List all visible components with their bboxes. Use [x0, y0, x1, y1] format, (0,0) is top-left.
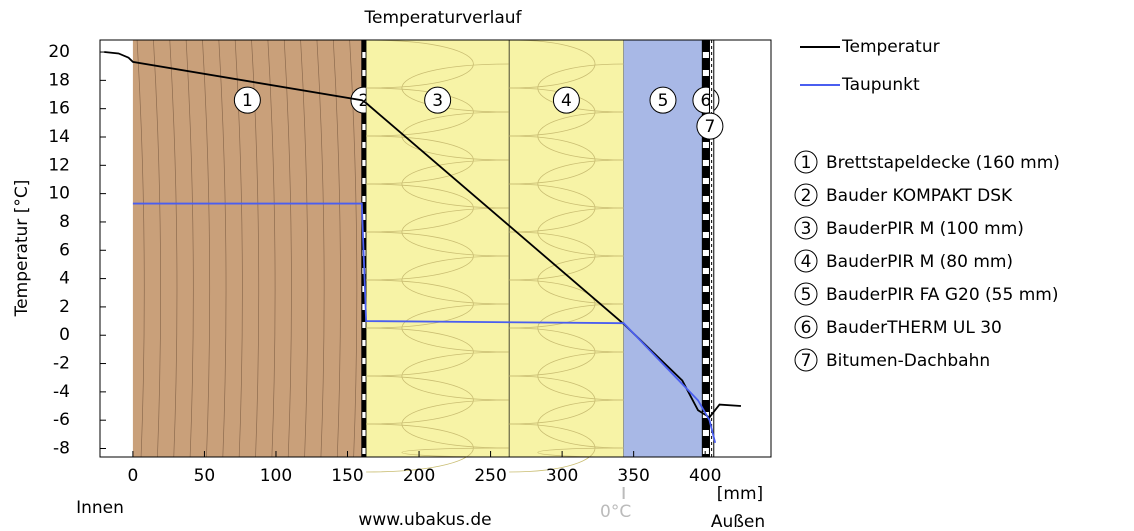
insulation-pattern [366, 327, 510, 401]
legend-badge [794, 282, 818, 306]
legend-badge [794, 150, 818, 174]
y-tick-label: 0 [59, 325, 70, 345]
legend-number: 3 [801, 219, 812, 239]
y-tick-label: 12 [48, 155, 70, 175]
insulation-pattern [509, 183, 624, 257]
wood-grain [169, 39, 178, 458]
insulation-pattern [509, 375, 624, 449]
layer-badge [552, 86, 580, 114]
legend-layer-name: BauderTHERM UL 30 [826, 318, 1002, 338]
y-tick-label: 2 [59, 297, 70, 317]
layer-number: 4 [561, 91, 572, 111]
outside-label: Außen [711, 512, 765, 531]
x-tick-label: 200 [403, 466, 435, 486]
y-tick-label: 16 [48, 99, 70, 119]
series-line [132, 202, 717, 444]
insulation-pattern [366, 87, 510, 161]
insulation-pattern [366, 375, 510, 449]
insulation-pattern [366, 231, 510, 305]
x-tick-label: 350 [617, 466, 649, 486]
legend-badge [794, 315, 818, 339]
wood-grain [283, 39, 292, 458]
legend-number: 4 [801, 252, 812, 272]
layer-number: 7 [704, 117, 715, 137]
insulation-pattern [366, 279, 510, 353]
x-tick-label: 50 [194, 466, 216, 486]
chart-title: Temperaturverlauf [363, 8, 522, 28]
wood-grain [136, 39, 145, 458]
y-tick-label: 10 [48, 184, 70, 204]
legend-layer-name: BauderPIR M (100 mm) [826, 219, 1024, 239]
y-tick-label: -6 [53, 410, 70, 430]
y-axis-label: Temperatur [°C] [12, 180, 32, 318]
y-tick-label: -8 [53, 439, 70, 459]
plot-frame [99, 39, 772, 458]
layer-badge [649, 86, 677, 114]
wood-grain [300, 39, 309, 458]
layer-number: 3 [432, 91, 443, 111]
legend-layer-name: Brettstapeldecke (160 mm) [826, 153, 1060, 173]
legend-label: Temperatur [841, 37, 940, 57]
y-tick-label: 4 [59, 269, 70, 289]
inside-label: Innen [76, 498, 124, 518]
footer: www.ubakus.de [358, 510, 491, 530]
y-tick-label: -2 [53, 354, 70, 374]
wood-grain [267, 39, 276, 458]
insulation-pattern [509, 327, 624, 401]
legend-layer-name: Bitumen-Dachbahn [826, 351, 990, 371]
y-tick-label: 14 [48, 127, 70, 147]
insulation-pattern [509, 279, 624, 353]
y-tick-label: 20 [48, 42, 70, 62]
x-tick-label: 0 [127, 466, 138, 486]
legend-layer-name: Bauder KOMPAKT DSK [826, 186, 1013, 206]
legend-number: 6 [801, 318, 812, 338]
x-tick-label: 100 [260, 466, 292, 486]
legend-badge [794, 216, 818, 240]
wood-grain [153, 39, 161, 458]
layer-number: 6 [700, 91, 711, 111]
layer-badge [233, 86, 261, 114]
x-tick-label: 300 [546, 466, 578, 486]
wood-grain [316, 39, 325, 458]
legend-badge [794, 183, 818, 207]
legend-badge [794, 249, 818, 273]
legend-number: 7 [801, 351, 812, 371]
y-tick-label: 6 [59, 240, 70, 260]
y-tick-label: 8 [59, 212, 70, 232]
layer-badge [696, 112, 724, 140]
series-line [104, 51, 742, 419]
x-tick-label: 250 [474, 466, 506, 486]
legend-layer-name: BauderPIR FA G20 (55 mm) [826, 285, 1058, 305]
insulation-pattern [509, 135, 624, 209]
layer-badge [424, 86, 452, 114]
legend-badge [794, 348, 818, 372]
layer-number: 5 [658, 91, 669, 111]
wood-grain [218, 39, 227, 458]
legend-label: Taupunkt [841, 75, 920, 95]
zero-marker-label: 0°C [600, 502, 631, 522]
legend-layer-name: BauderPIR M (80 mm) [826, 252, 1013, 272]
y-tick-label: 18 [48, 70, 70, 90]
legend-number: 1 [801, 153, 812, 173]
legend-number: 2 [801, 186, 812, 206]
wood-grain [202, 39, 211, 458]
insulation-pattern [366, 183, 510, 257]
insulation-pattern [366, 39, 510, 113]
insulation-pattern [509, 231, 624, 305]
insulation-pattern [509, 39, 624, 113]
x-tick-label: 400 [689, 466, 721, 486]
insulation-pattern [509, 87, 624, 161]
y-tick-label: -4 [53, 382, 70, 402]
legend-number: 5 [801, 285, 812, 305]
insulation-pattern [366, 135, 510, 209]
layer-number: 1 [242, 91, 253, 111]
x-tick-label: 150 [331, 466, 363, 486]
wood-grain [185, 39, 194, 458]
x-unit: [mm] [717, 484, 763, 504]
